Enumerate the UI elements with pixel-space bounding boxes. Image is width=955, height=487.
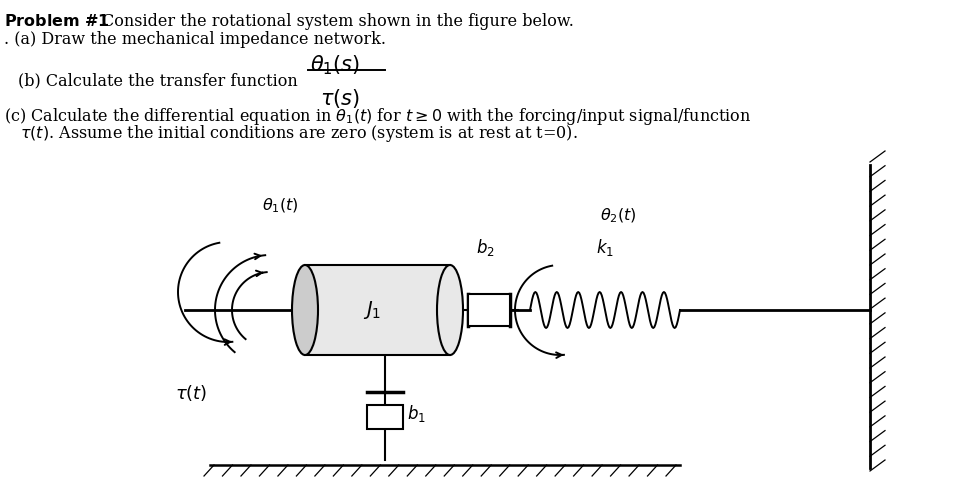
Text: $\theta_1(t)$: $\theta_1(t)$ <box>262 197 298 215</box>
Ellipse shape <box>292 265 318 355</box>
Bar <box>305 265 450 355</box>
Text: $b_1$: $b_1$ <box>407 402 426 424</box>
Text: (c) Calculate the differential equation in $\theta_1(t)$ for $t \geq 0$ with the: (c) Calculate the differential equation … <box>4 106 752 127</box>
Text: $J_1$: $J_1$ <box>363 299 382 321</box>
Text: $\tau(t)$. Assume the initial conditions are zero (system is at rest at t=0).: $\tau(t)$. Assume the initial conditions… <box>20 123 578 144</box>
Text: $\tau(t)$: $\tau(t)$ <box>175 383 207 403</box>
Text: (b) Calculate the transfer function: (b) Calculate the transfer function <box>18 72 298 89</box>
Text: . (a) Draw the mechanical impedance network.: . (a) Draw the mechanical impedance netw… <box>4 31 386 48</box>
Text: $\theta_2(t)$: $\theta_2(t)$ <box>600 206 637 225</box>
Ellipse shape <box>437 265 463 355</box>
Text: Consider the rotational system shown in the figure below.: Consider the rotational system shown in … <box>102 13 574 30</box>
Bar <box>367 405 403 429</box>
Text: $b_2$: $b_2$ <box>476 237 495 258</box>
Text: $\theta_1(s)$: $\theta_1(s)$ <box>310 53 360 76</box>
Text: $\mathbf{Problem\ \#1}$: $\mathbf{Problem\ \#1}$ <box>4 13 110 30</box>
Text: $k_1$: $k_1$ <box>596 237 614 258</box>
Text: $\tau(s)$: $\tau(s)$ <box>320 87 360 110</box>
Bar <box>468 294 510 326</box>
